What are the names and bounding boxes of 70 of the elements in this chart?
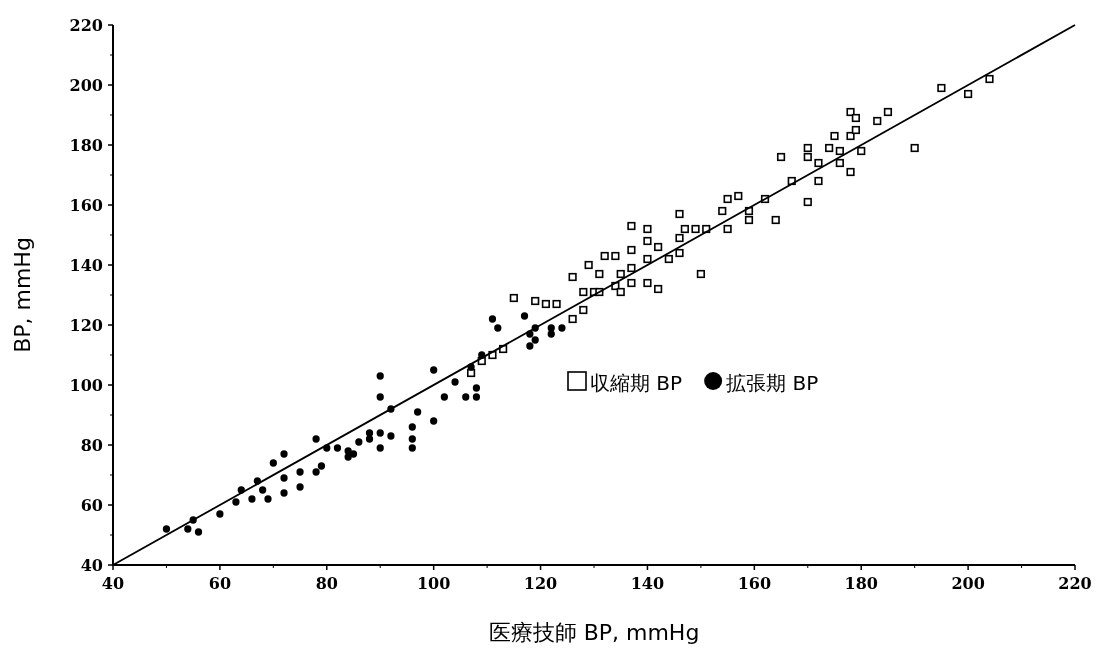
point	[520, 312, 529, 320]
point	[280, 450, 288, 458]
y-tick-label: 160	[69, 196, 103, 215]
point	[472, 393, 481, 401]
point	[349, 450, 358, 458]
y-tick-label: 120	[69, 316, 103, 335]
x-tick-label: 160	[737, 574, 772, 593]
point	[526, 342, 534, 350]
point	[376, 429, 384, 437]
point	[376, 393, 384, 401]
point	[531, 336, 539, 344]
point	[494, 324, 502, 332]
point	[264, 495, 272, 503]
point	[184, 525, 192, 533]
point	[408, 444, 416, 452]
point	[472, 384, 481, 392]
y-tick-label: 60	[80, 496, 103, 515]
point	[547, 330, 555, 338]
x-tick-label: 60	[208, 574, 232, 593]
point	[408, 435, 416, 443]
point	[488, 315, 497, 323]
point	[558, 324, 566, 332]
point	[259, 486, 267, 494]
point	[333, 444, 342, 452]
point	[408, 423, 416, 431]
point	[317, 462, 326, 470]
point	[365, 435, 374, 443]
x-tick-label: 140	[630, 574, 665, 593]
y-tick-label: 140	[69, 256, 103, 275]
point	[194, 528, 203, 536]
point	[355, 438, 363, 446]
point	[376, 372, 384, 380]
point	[462, 393, 470, 401]
point	[312, 468, 320, 476]
point	[232, 498, 240, 506]
point	[430, 366, 438, 374]
y-axis-title: BP, mmHg	[10, 237, 35, 353]
point	[162, 525, 171, 533]
x-axis-title: 医療技師 BP, mmHg	[488, 620, 700, 645]
y-tick-label: 40	[80, 556, 103, 575]
y-tick-label: 180	[69, 136, 103, 155]
y-tick-label: 220	[69, 16, 103, 35]
point	[451, 378, 459, 386]
x-tick-label: 180	[844, 574, 878, 593]
y-tick-label: 100	[69, 376, 103, 395]
point	[280, 489, 288, 497]
y-tick-label: 80	[80, 436, 103, 455]
x-tick-label: 40	[101, 574, 125, 593]
point	[414, 408, 422, 416]
point	[387, 432, 395, 440]
y-tick-label: 200	[69, 76, 103, 95]
point	[280, 474, 288, 482]
x-tick-label: 200	[951, 574, 985, 593]
point	[216, 510, 224, 518]
point	[312, 435, 320, 443]
x-tick-label: 120	[523, 574, 558, 593]
x-tick-label: 220	[1058, 574, 1092, 593]
point	[269, 459, 277, 467]
point	[430, 417, 438, 425]
x-tick-label: 100	[416, 574, 451, 593]
legend-label: 収縮期 BP	[590, 371, 683, 395]
point	[440, 393, 448, 401]
point	[344, 453, 352, 461]
point	[248, 495, 256, 503]
point	[376, 444, 384, 452]
point	[296, 483, 304, 491]
x-tick-label: 80	[315, 574, 338, 593]
point	[296, 468, 304, 476]
point	[547, 324, 555, 332]
legend-label: 拡張期 BP	[726, 371, 819, 395]
